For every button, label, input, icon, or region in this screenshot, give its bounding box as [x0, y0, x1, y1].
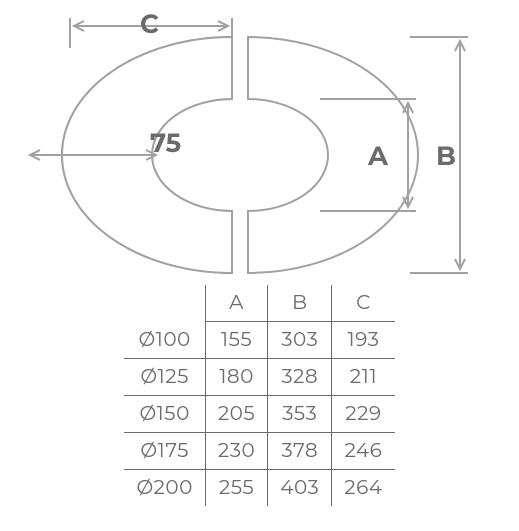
cell-c: 246	[332, 433, 395, 470]
cell-c: 211	[332, 359, 395, 396]
dim-label-b: B	[436, 140, 456, 172]
cell-a: 205	[205, 396, 267, 433]
table-header-c: C	[332, 285, 395, 322]
cell-c: 229	[332, 396, 395, 433]
dimension-diagram: C A B 75	[0, 0, 519, 290]
cell-c: 193	[332, 322, 395, 359]
table-row: Ø175 230 378 246	[124, 433, 394, 470]
cell-c: 264	[332, 470, 395, 507]
dimension-table-area: A B C Ø100 155 303 193 Ø125 180 328 211 …	[0, 285, 519, 506]
cell-a: 155	[205, 322, 267, 359]
cell-b: 378	[268, 433, 332, 470]
cell-dia: Ø175	[124, 433, 205, 470]
dimension-table: A B C Ø100 155 303 193 Ø125 180 328 211 …	[124, 285, 394, 506]
cell-dia: Ø200	[124, 470, 205, 507]
cell-b: 403	[268, 470, 332, 507]
cell-b: 303	[268, 322, 332, 359]
cell-a: 230	[205, 433, 267, 470]
cell-b: 353	[268, 396, 332, 433]
table-row: Ø100 155 303 193	[124, 322, 394, 359]
table-header-blank	[124, 285, 205, 322]
table-header-a: A	[205, 285, 267, 322]
cell-dia: Ø125	[124, 359, 205, 396]
dim-label-c: C	[140, 8, 159, 40]
cell-dia: Ø100	[124, 322, 205, 359]
table-row: Ø125 180 328 211	[124, 359, 394, 396]
table-row: Ø150 205 353 229	[124, 396, 394, 433]
table-header-row: A B C	[124, 285, 394, 322]
cell-dia: Ø150	[124, 396, 205, 433]
dim-label-inner: 75	[150, 127, 181, 159]
cell-b: 328	[268, 359, 332, 396]
table-row: Ø200 255 403 264	[124, 470, 394, 507]
table-header-b: B	[268, 285, 332, 322]
cell-a: 180	[205, 359, 267, 396]
dim-label-a: A	[368, 140, 388, 172]
cell-a: 255	[205, 470, 267, 507]
